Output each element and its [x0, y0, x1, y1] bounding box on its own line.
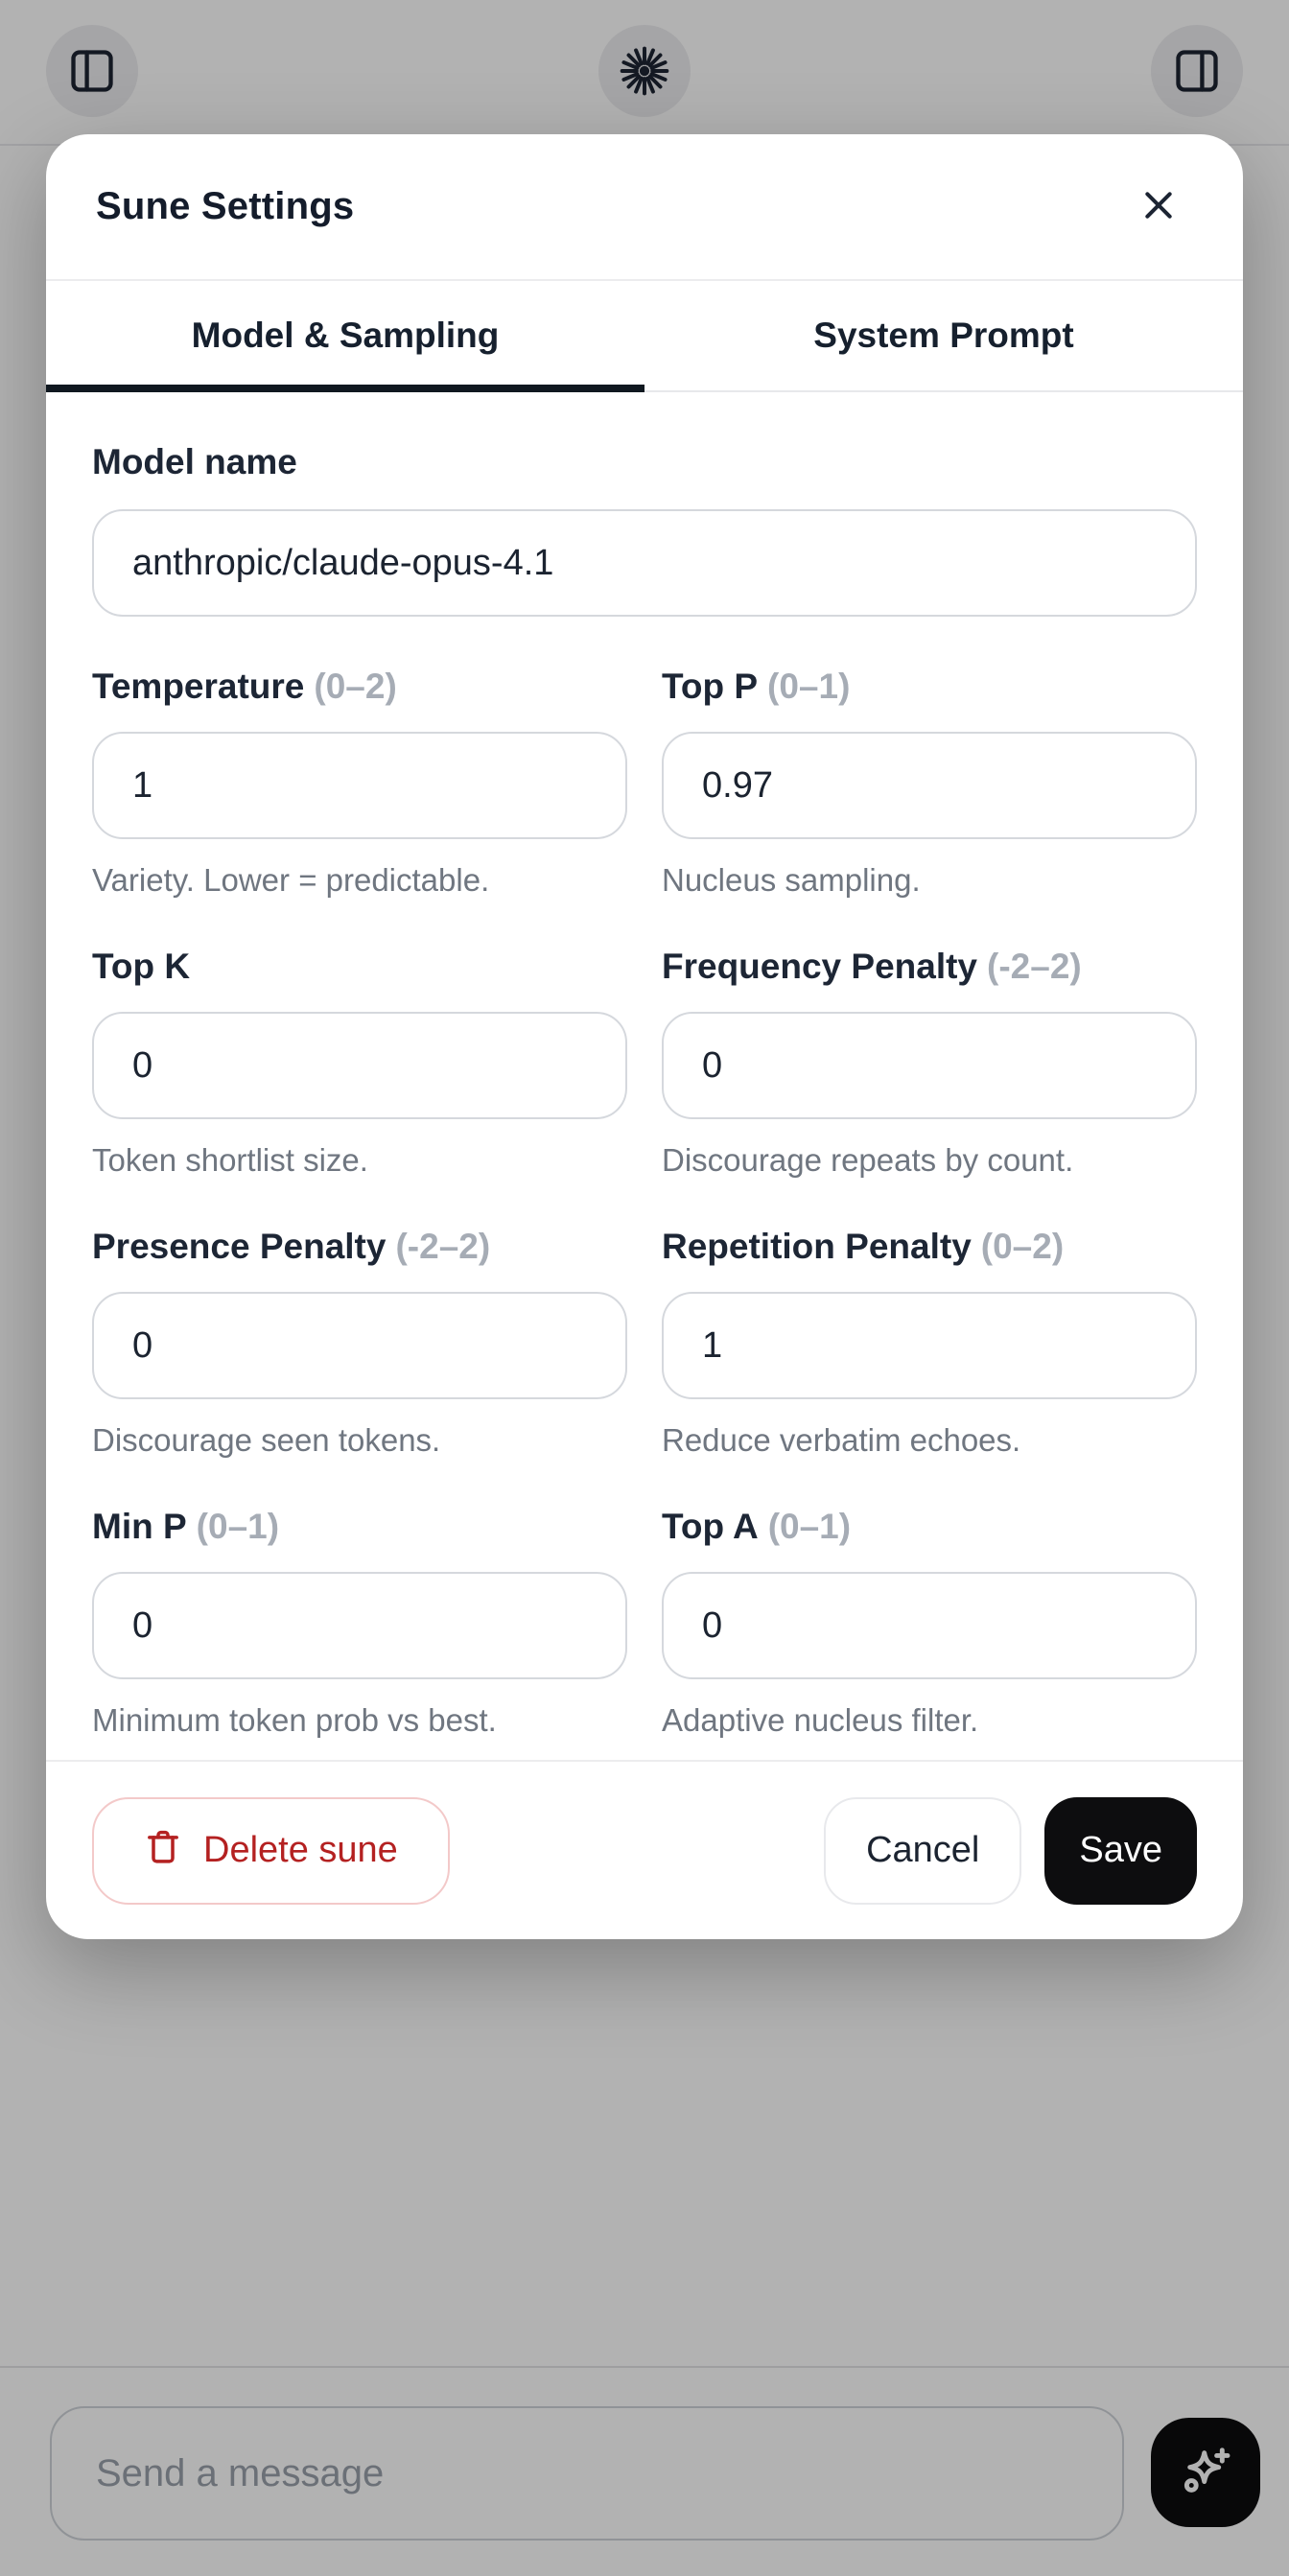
app-logo-button[interactable]: [598, 25, 691, 117]
message-input[interactable]: [50, 2406, 1124, 2541]
right-sidebar-toggle-button[interactable]: [1151, 25, 1243, 117]
modal-body: Model name Temperature(0–2) Variety. Low…: [46, 392, 1243, 1760]
field-label: Min P: [92, 1507, 187, 1546]
field-temperature: Temperature(0–2) Variety. Lower = predic…: [92, 667, 627, 901]
model-name-input[interactable]: [92, 509, 1197, 617]
field-top-a: Top A(0–1) Adaptive nucleus filter.: [662, 1507, 1197, 1741]
model-name-field: Model name: [92, 442, 1197, 617]
field-help: Discourage repeats by count.: [662, 1142, 1074, 1178]
field-label: Frequency Penalty: [662, 947, 978, 986]
field-help: Nucleus sampling.: [662, 862, 921, 898]
field-range: (0–2): [314, 667, 397, 706]
field-range: (0–1): [767, 667, 851, 706]
close-icon: [1139, 186, 1178, 227]
field-range: (0–1): [196, 1507, 280, 1546]
field-label: Repetition Penalty: [662, 1227, 972, 1266]
modal-footer: Delete sune Cancel Save: [46, 1760, 1243, 1939]
message-composer-bar: [0, 2366, 1289, 2576]
field-frequency-penalty: Frequency Penalty(-2–2) Discourage repea…: [662, 947, 1197, 1181]
temperature-input[interactable]: [92, 732, 627, 839]
sampling-grid: Temperature(0–2) Variety. Lower = predic…: [92, 667, 1197, 1741]
frequency-penalty-input[interactable]: [662, 1012, 1197, 1119]
field-range: (-2–2): [395, 1227, 491, 1266]
field-repetition-penalty: Repetition Penalty(0–2) Reduce verbatim …: [662, 1227, 1197, 1461]
field-label: Top P: [662, 667, 759, 706]
top-p-input[interactable]: [662, 732, 1197, 839]
min-p-input[interactable]: [92, 1572, 627, 1679]
tab-model-sampling[interactable]: Model & Sampling: [46, 281, 644, 392]
delete-sune-label: Delete sune: [203, 1830, 398, 1870]
field-range: (0–2): [980, 1227, 1065, 1266]
field-label: Presence Penalty: [92, 1227, 387, 1266]
left-sidebar-toggle-button[interactable]: [46, 25, 138, 117]
tab-system-prompt[interactable]: System Prompt: [644, 281, 1243, 390]
save-button[interactable]: Save: [1044, 1796, 1197, 1905]
field-top-p: Top P(0–1) Nucleus sampling.: [662, 667, 1197, 901]
delete-sune-button[interactable]: Delete sune: [92, 1796, 450, 1905]
starburst-logo-icon: [618, 44, 671, 98]
sune-settings-modal: Sune Settings Model & Sampling System Pr…: [46, 134, 1243, 1939]
send-sparkle-button[interactable]: [1151, 2418, 1260, 2527]
trash-icon: [144, 1827, 182, 1875]
field-label: Top K: [92, 947, 191, 986]
field-help: Token shortlist size.: [92, 1142, 368, 1178]
field-label: Temperature: [92, 667, 305, 706]
sparkles-icon: [1176, 2442, 1235, 2504]
repetition-penalty-input[interactable]: [662, 1292, 1197, 1399]
modal-title: Sune Settings: [96, 185, 355, 227]
field-label: Top A: [662, 1507, 759, 1546]
field-presence-penalty: Presence Penalty(-2–2) Discourage seen t…: [92, 1227, 627, 1461]
presence-penalty-input[interactable]: [92, 1292, 627, 1399]
field-range: (0–1): [767, 1507, 852, 1546]
field-help: Minimum token prob vs best.: [92, 1702, 497, 1738]
field-help: Reduce verbatim echoes.: [662, 1422, 1021, 1458]
panel-right-icon: [1172, 46, 1222, 96]
modal-tabs: Model & Sampling System Prompt: [46, 281, 1243, 392]
field-min-p: Min P(0–1) Minimum token prob vs best.: [92, 1507, 627, 1741]
field-top-k: Top K Token shortlist size.: [92, 947, 627, 1181]
close-button[interactable]: [1136, 184, 1182, 230]
field-help: Discourage seen tokens.: [92, 1422, 441, 1458]
field-help: Variety. Lower = predictable.: [92, 862, 490, 898]
panel-left-icon: [67, 46, 117, 96]
top-a-input[interactable]: [662, 1572, 1197, 1679]
model-name-label: Model name: [92, 442, 297, 481]
field-help: Adaptive nucleus filter.: [662, 1702, 979, 1738]
top-k-input[interactable]: [92, 1012, 627, 1119]
cancel-button[interactable]: Cancel: [824, 1796, 1022, 1905]
app-header: [0, 0, 1289, 146]
field-range: (-2–2): [987, 947, 1082, 986]
modal-header: Sune Settings: [46, 134, 1243, 281]
